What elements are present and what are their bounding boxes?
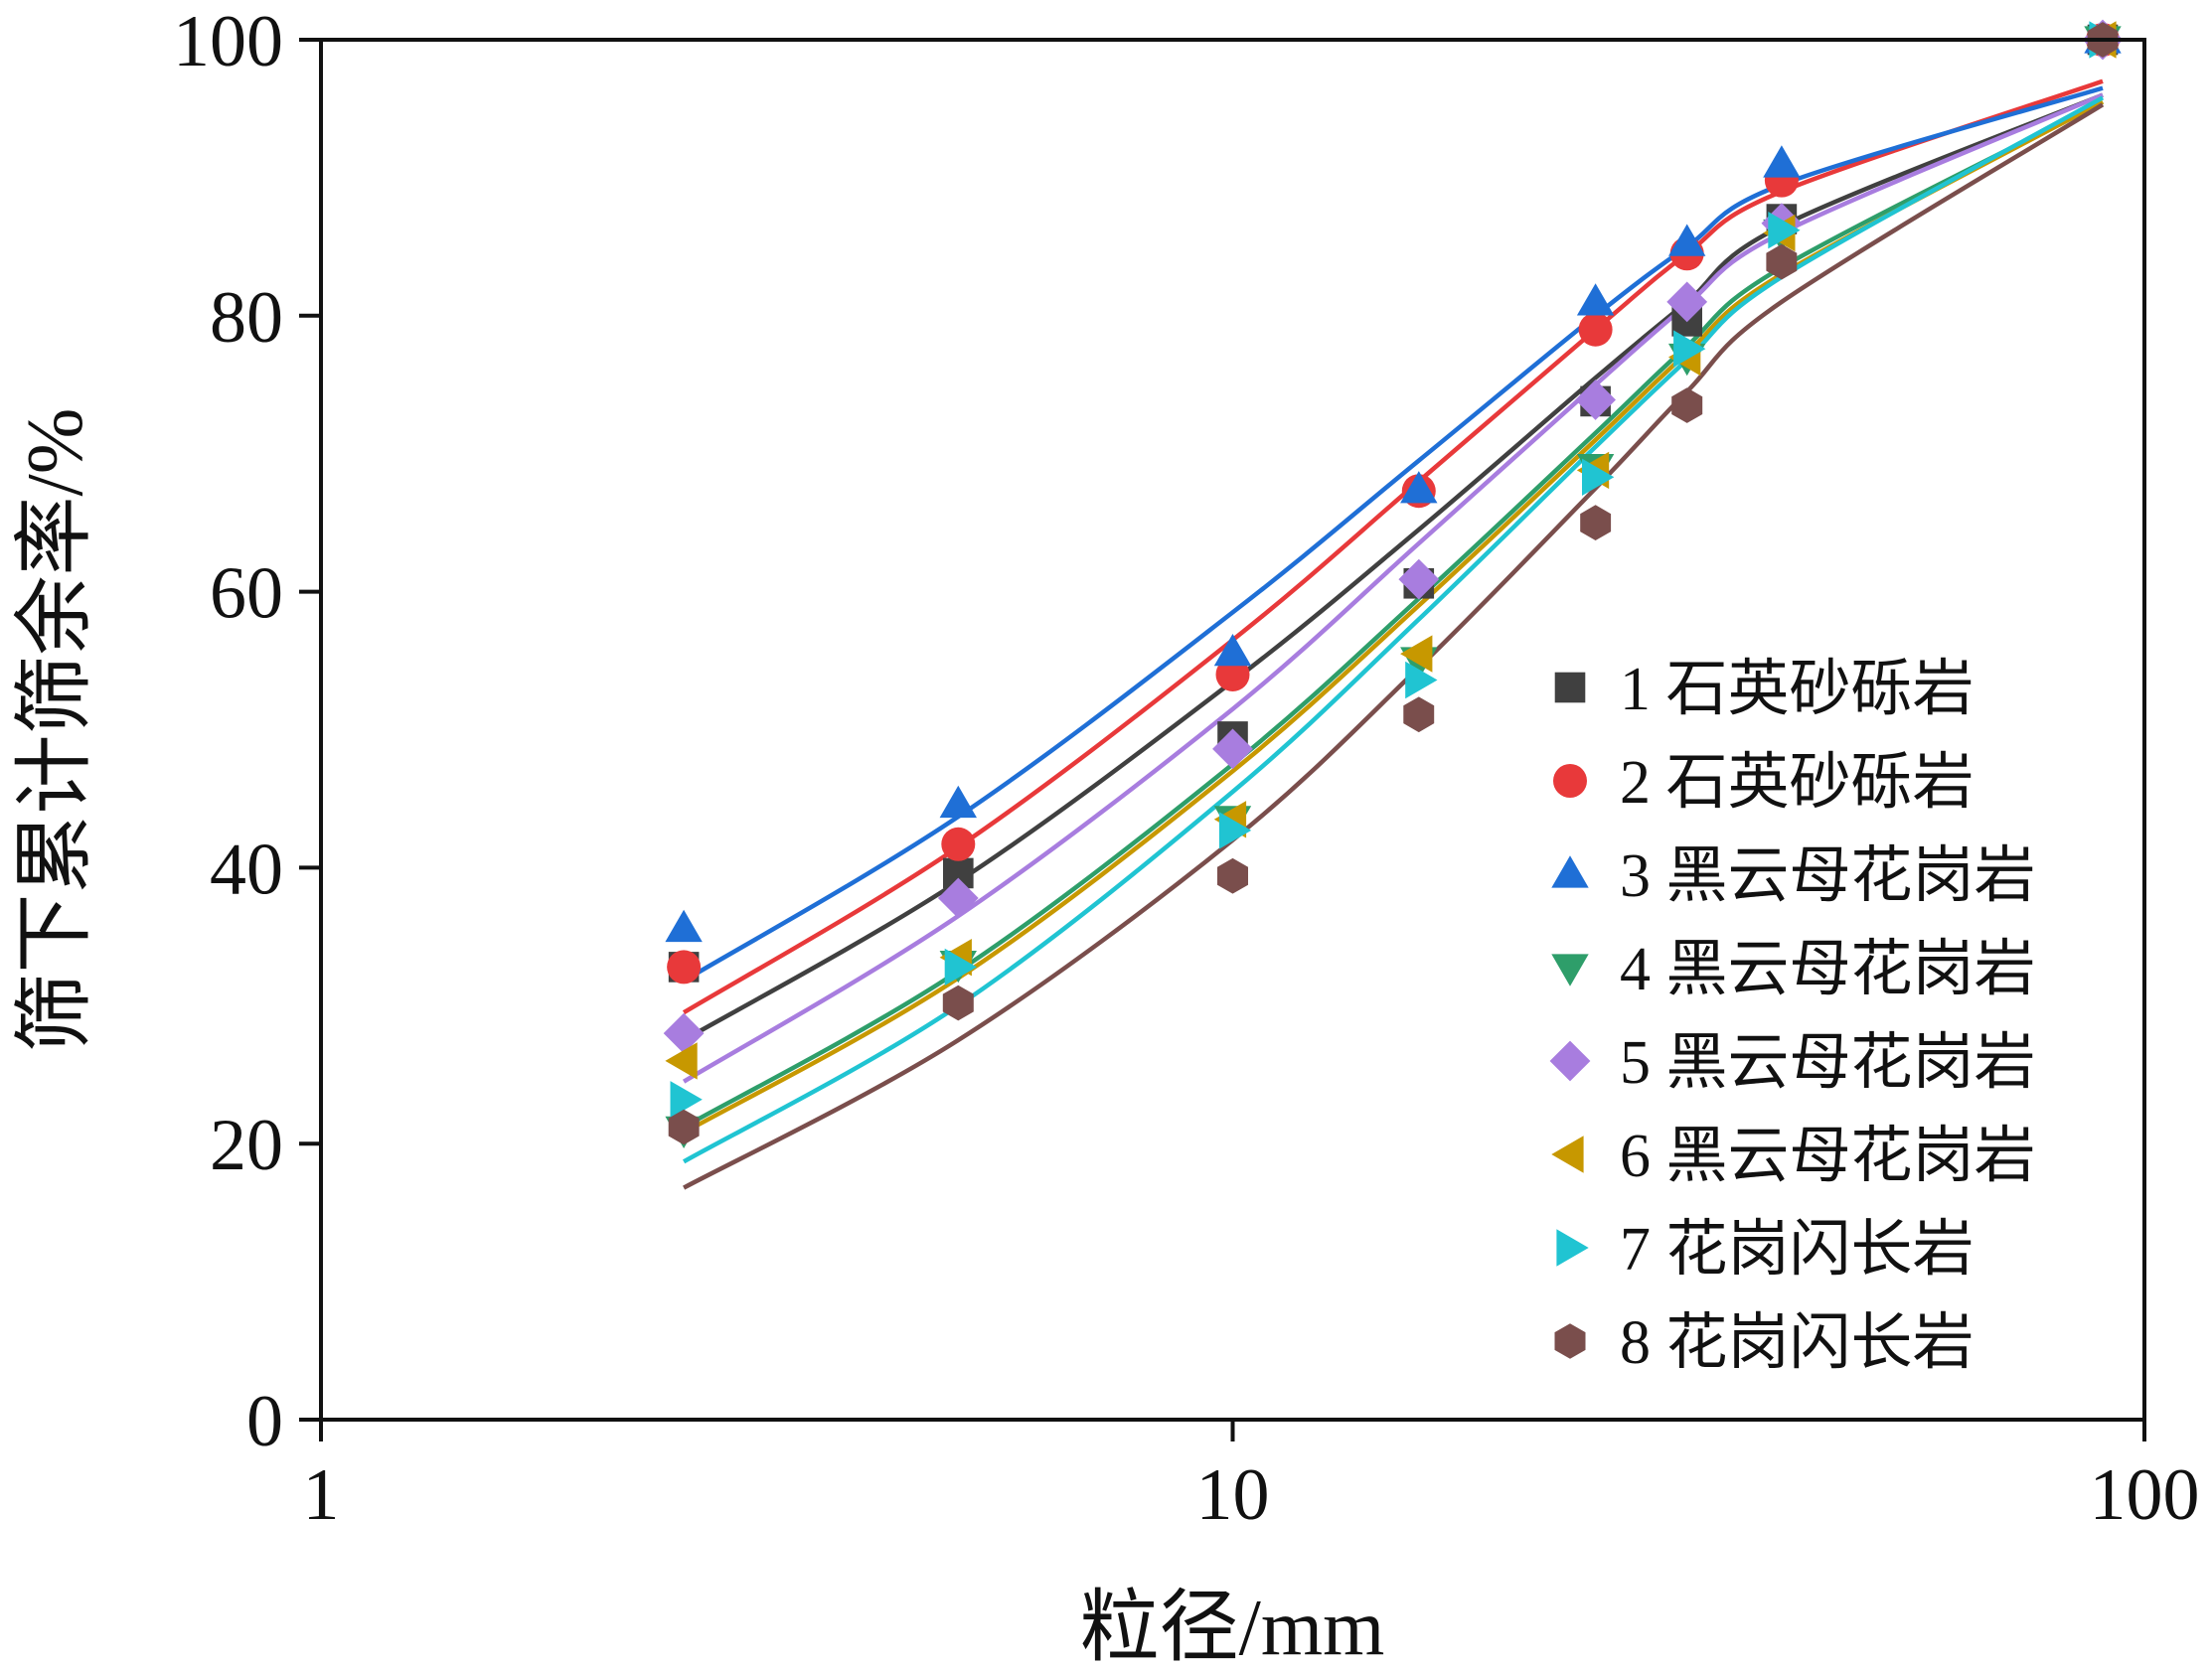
x-axis-title: 粒径/mm xyxy=(1080,1585,1385,1668)
legend-marker-series-1 xyxy=(1554,672,1586,703)
data-point xyxy=(941,827,976,861)
data-point xyxy=(1673,330,1706,368)
data-point xyxy=(663,1012,705,1054)
legend-label-series-2: 2 石英砂砾岩 xyxy=(1620,749,1975,817)
data-point xyxy=(1671,387,1703,423)
legend-label-series-1: 1 石英砂砾岩 xyxy=(1620,656,1975,723)
data-point xyxy=(1580,505,1612,540)
data-point xyxy=(939,785,977,819)
fit-curve-series-8 xyxy=(683,102,2105,1190)
legend-marker-series-6 xyxy=(1551,1136,1584,1173)
data-point xyxy=(1400,635,1433,673)
data-point xyxy=(1768,212,1801,249)
legend-label-series-8: 8 花岗闪长岩 xyxy=(1620,1309,1975,1377)
y-tick-label: 20 xyxy=(210,1105,283,1186)
data-point xyxy=(1763,145,1801,178)
data-point xyxy=(1215,657,1250,691)
y-tick-label: 100 xyxy=(173,1,283,82)
legend-label-series-6: 6 黑云母花岗岩 xyxy=(1620,1123,2036,1190)
data-point xyxy=(1666,281,1708,323)
legend-label-series-4: 4 黑云母花岗岩 xyxy=(1620,936,2036,1003)
data-point xyxy=(1582,458,1615,496)
x-tick-label: 100 xyxy=(2090,1454,2200,1536)
legend-marker-series-2 xyxy=(1553,764,1587,798)
data-point xyxy=(1578,312,1613,347)
y-tick-label: 40 xyxy=(210,829,283,910)
y-tick-label: 60 xyxy=(210,553,283,635)
axis-ticks: 1 10 100 0 20 40 60 80 100 xyxy=(173,1,2200,1536)
data-point xyxy=(667,950,702,985)
data-point xyxy=(1212,728,1253,770)
x-tick-label: 1 xyxy=(303,1454,340,1536)
data-point xyxy=(937,877,979,919)
data-point xyxy=(944,948,977,986)
data-point xyxy=(1668,224,1706,256)
data-point xyxy=(670,1081,703,1119)
legend-marker-series-4 xyxy=(1551,954,1589,986)
data-point xyxy=(1405,661,1438,699)
data-point xyxy=(1217,857,1248,894)
data-point xyxy=(1766,243,1798,280)
data-point xyxy=(1575,379,1616,420)
data-point xyxy=(1213,634,1252,667)
legend: 1 石英砂砾岩 2 石英砂砾岩 3 黑云母花岗岩 4 黑云母花岗岩 5 黑云母花岗岩 6 … xyxy=(1549,656,2036,1377)
data-point xyxy=(942,985,974,1021)
data-point xyxy=(665,909,703,943)
data-point xyxy=(668,1109,700,1145)
data-point xyxy=(1400,471,1438,504)
legend-label-series-3: 3 黑云母花岗岩 xyxy=(1620,842,2036,910)
y-tick-label: 80 xyxy=(210,277,283,359)
legend-marker-series-3 xyxy=(1551,855,1589,888)
fit-curves xyxy=(682,78,2105,1190)
data-point xyxy=(1576,283,1615,316)
x-tick-label: 10 xyxy=(1196,1454,1270,1536)
legend-marker-series-8 xyxy=(1554,1323,1586,1359)
legend-label-series-5: 5 黑云母花岗岩 xyxy=(1620,1029,2036,1097)
fit-curve-series-5 xyxy=(682,92,2104,1084)
y-tick-label: 0 xyxy=(246,1381,283,1462)
data-point xyxy=(1218,812,1252,849)
y-axis-title: 筛下累计筛余率/% xyxy=(12,408,99,1053)
data-point xyxy=(1398,558,1440,600)
legend-marker-series-7 xyxy=(1556,1229,1589,1267)
legend-marker-series-5 xyxy=(1549,1040,1591,1082)
legend-label-series-7: 7 花岗闪长岩 xyxy=(1620,1216,1975,1284)
data-point xyxy=(1403,696,1435,733)
data-point xyxy=(665,1042,698,1080)
